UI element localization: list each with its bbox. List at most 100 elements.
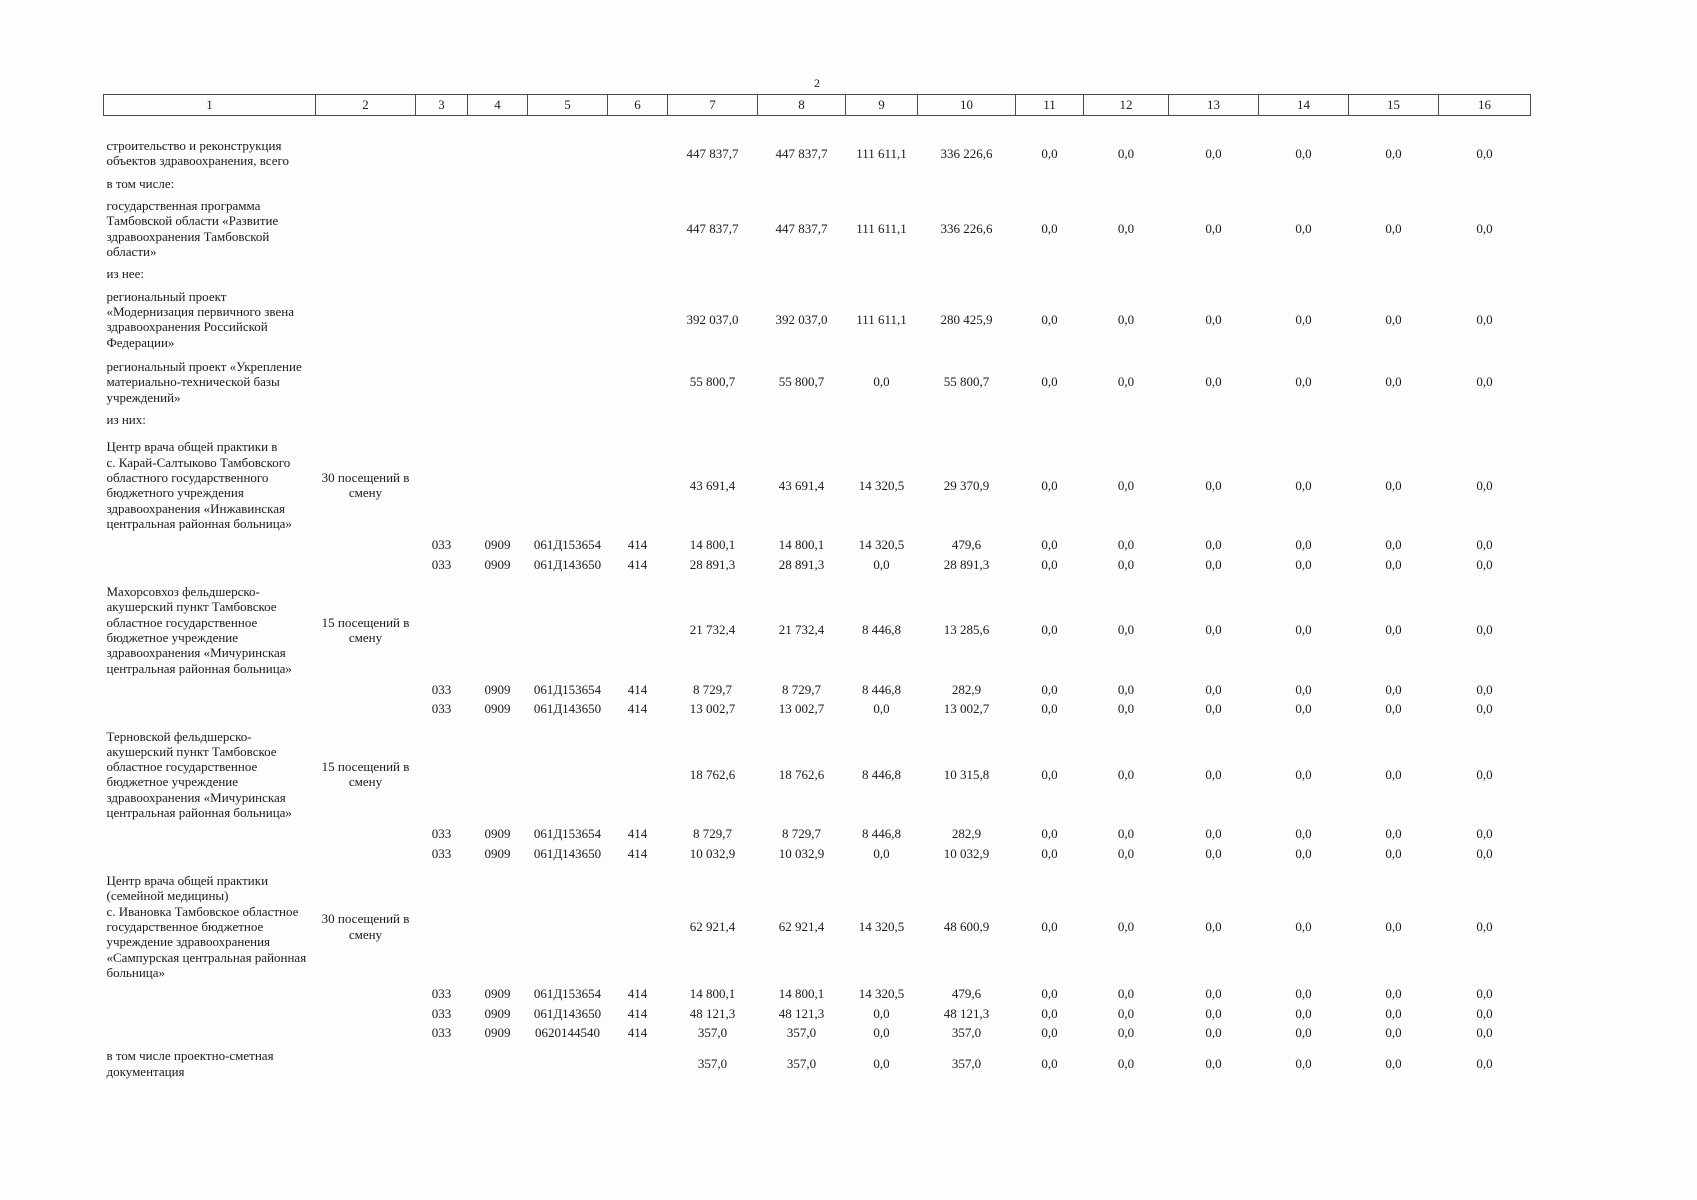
value-cell (1016, 263, 1084, 283)
table-row: 033 0909 061Д143650 414 13 002,7 13 002,7 0,0 1… (104, 699, 1531, 718)
value-cell: 0,0 (1041, 845, 1058, 861)
table-row: Терновской фельдшерско- акушерский пункт… (104, 719, 1531, 825)
value-cell: 447 837,7 (686, 145, 739, 161)
row-label-cell: региональный проект «Укрепление материал… (106, 358, 302, 405)
value-cell: 48 121,3 (778, 1005, 825, 1021)
code-cell (468, 263, 528, 283)
value-cell: 357,0 (951, 1056, 982, 1072)
code-cell: 414 (627, 845, 648, 861)
capacity-cell (316, 193, 416, 263)
value-cell: 0,0 (1117, 1025, 1135, 1041)
value-cell: 0,0 (1385, 681, 1402, 697)
code-cell: 061Д153654 (533, 681, 602, 697)
code-cell (528, 409, 608, 429)
value-cell: 0,0 (873, 1025, 890, 1041)
value-cell: 0,0 (1295, 1025, 1312, 1041)
value-cell: 13 002,7 (778, 701, 825, 717)
value-cell: 0,0 (1476, 1056, 1493, 1072)
value-cell: 0,0 (1041, 1025, 1058, 1041)
code-cell (416, 173, 468, 193)
code-cell: 0909 (484, 845, 511, 861)
code-cell (416, 116, 468, 173)
value-cell: 0,0 (1385, 826, 1402, 842)
value-cell (1084, 173, 1169, 193)
value-cell: 55 800,7 (689, 374, 736, 390)
value-cell: 14 800,1 (778, 537, 825, 553)
value-cell: 0,0 (873, 556, 890, 572)
table-header-row: 1 2 3 4 5 6 7 8 9 10 11 12 13 14 15 16 (103, 94, 1531, 116)
capacity-cell: 15 посещений в смену (321, 614, 410, 645)
code-cell: 0909 (484, 1025, 511, 1041)
value-cell: 0,0 (1295, 537, 1312, 553)
value-cell: 0,0 (1476, 1025, 1493, 1041)
value-cell: 21 732,4 (778, 622, 825, 638)
code-cell: 414 (627, 681, 648, 697)
value-cell: 0,0 (1295, 681, 1312, 697)
value-cell: 0,0 (1117, 311, 1135, 327)
value-cell (758, 263, 846, 283)
value-cell: 0,0 (1205, 826, 1222, 842)
value-cell (668, 263, 758, 283)
value-cell: 0,0 (1205, 145, 1222, 161)
value-cell: 0,0 (1476, 622, 1493, 638)
capacity-cell (316, 555, 416, 574)
value-cell: 357,0 (697, 1056, 728, 1072)
value-cell (758, 409, 846, 429)
capacity-cell (316, 354, 416, 409)
code-cell (468, 173, 528, 193)
code-cell (608, 173, 668, 193)
code-cell (608, 719, 668, 825)
value-cell: 0,0 (1476, 701, 1493, 717)
value-cell: 0,0 (1117, 919, 1135, 935)
value-cell: 0,0 (1041, 537, 1058, 553)
capacity-cell: 15 посещений в смену (321, 759, 410, 790)
value-cell: 336 226,6 (940, 220, 993, 236)
table-row: в том числе: (104, 173, 1531, 193)
table-row: Центр врача общей практики в с. Карай-Са… (104, 429, 1531, 535)
code-cell (528, 284, 608, 354)
column-number-header: 11 (1015, 94, 1084, 116)
value-cell (1169, 173, 1259, 193)
code-cell: 061Д153654 (533, 826, 602, 842)
row-label-cell (104, 824, 316, 843)
value-cell: 282,9 (951, 681, 982, 697)
value-cell: 282,9 (951, 826, 982, 842)
code-cell (528, 116, 608, 173)
column-number-header: 4 (467, 94, 528, 116)
value-cell: 8 446,8 (862, 681, 901, 697)
code-cell (608, 116, 668, 173)
code-cell (468, 429, 528, 535)
code-cell (608, 193, 668, 263)
value-cell: 14 320,5 (858, 919, 905, 935)
code-cell (528, 193, 608, 263)
value-cell: 8 729,7 (693, 826, 732, 842)
value-cell: 55 800,7 (943, 374, 990, 390)
code-cell (468, 354, 528, 409)
row-label-cell (104, 844, 316, 863)
value-cell: 0,0 (1476, 681, 1493, 697)
capacity-cell: 30 посещений в смену (321, 911, 410, 942)
value-cell: 8 446,8 (862, 622, 901, 638)
value-cell: 18 762,6 (778, 766, 825, 782)
table-row: 033 0909 061Д153654 414 14 800,1 14 800,1 14 3… (104, 984, 1531, 1003)
row-label-cell: Махорсовхоз фельдшерско- акушерский пунк… (106, 583, 292, 676)
code-cell (468, 116, 528, 173)
code-cell (608, 354, 668, 409)
value-cell: 8 729,7 (693, 681, 732, 697)
value-cell: 10 032,9 (689, 845, 736, 861)
row-label-cell: в том числе проектно-сметная документаци… (106, 1048, 274, 1079)
value-cell: 0,0 (1476, 220, 1493, 236)
table-row: 033 0909 061Д143650 414 28 891,3 28 891,3 0,0 2… (104, 555, 1531, 574)
code-cell: 414 (627, 537, 648, 553)
value-cell (846, 173, 918, 193)
value-cell: 13 285,6 (943, 622, 990, 638)
value-cell (668, 173, 758, 193)
value-cell: 0,0 (1385, 477, 1402, 493)
value-cell: 0,0 (1117, 145, 1135, 161)
value-cell: 0,0 (1385, 701, 1402, 717)
value-cell: 0,0 (1295, 826, 1312, 842)
code-cell (468, 863, 528, 984)
code-cell: 033 (431, 826, 452, 842)
value-cell: 0,0 (1041, 986, 1058, 1002)
code-cell: 033 (431, 845, 452, 861)
